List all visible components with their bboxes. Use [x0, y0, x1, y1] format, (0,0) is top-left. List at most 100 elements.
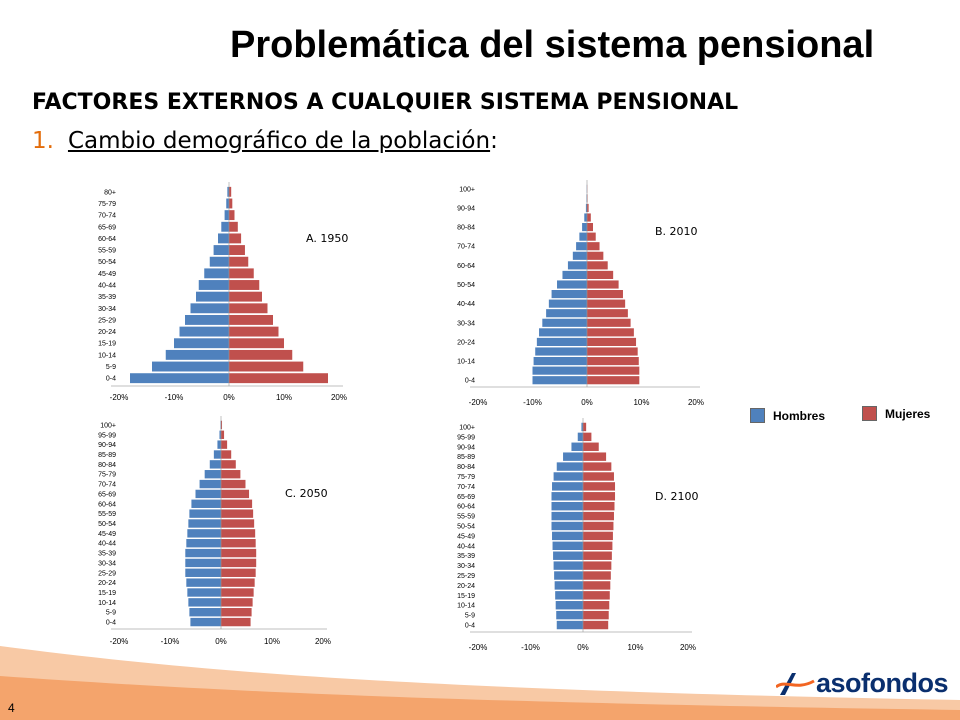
bar-men: [227, 186, 229, 197]
bar-women: [587, 337, 637, 346]
age-tick-label: 90-94: [457, 444, 475, 451]
age-tick-label: 40-44: [98, 541, 116, 548]
pyramid-chart: 0-4 5-9 10-14 15-19 20-24 25-29 30-34 35-39 40-4…: [457, 418, 698, 652]
bar-men: [556, 620, 583, 630]
age-tick-label: 20-24: [98, 329, 116, 336]
bar-women: [587, 357, 639, 366]
bar-women: [583, 521, 614, 531]
page-number: 4: [8, 701, 15, 715]
age-tick-label: 10-14: [98, 352, 116, 359]
list-number: 1.: [32, 128, 54, 154]
bar-men: [186, 539, 221, 548]
age-tick-label: 10-14: [98, 600, 116, 607]
age-tick-label: 65-69: [98, 491, 116, 498]
bar-men: [562, 270, 587, 279]
bar-women: [229, 210, 235, 221]
bar-men: [190, 617, 221, 627]
age-tick-label: 95-99: [457, 434, 475, 441]
x-tick-label: 10%: [276, 393, 292, 402]
x-tick-label: 20%: [331, 393, 347, 402]
bar-women: [583, 422, 587, 432]
age-tick-label: 50-54: [98, 259, 116, 266]
bar-women: [221, 608, 252, 617]
bar-women: [583, 472, 614, 481]
list-label: Cambio demográfico de la población: [67, 128, 491, 154]
age-tick-label: 0-4: [465, 623, 475, 630]
bar-men: [226, 198, 229, 209]
chart-label: C. 2050: [285, 487, 328, 500]
bar-women: [583, 442, 599, 451]
age-tick-label: 15-19: [457, 593, 475, 600]
bar-women: [221, 450, 232, 459]
bar-women: [587, 270, 614, 279]
bar-women: [587, 251, 604, 260]
age-tick-label: 90-94: [98, 442, 116, 449]
x-tick-label: -20%: [469, 643, 488, 652]
bar-men: [546, 309, 587, 318]
bar-men: [551, 290, 587, 299]
bar-women: [587, 376, 640, 385]
bar-women: [229, 221, 238, 232]
bar-men: [185, 548, 221, 558]
bar-women: [587, 280, 619, 289]
x-tick-label: -20%: [110, 393, 129, 402]
bar-men: [556, 462, 583, 471]
age-tick-label: 0-4: [106, 620, 116, 627]
x-tick-label: 20%: [315, 637, 331, 646]
bar-men: [209, 460, 221, 469]
asofondos-logo: asofondos: [776, 668, 949, 699]
age-tick-label: 80+: [104, 189, 116, 196]
bar-men: [551, 511, 583, 521]
bar-men: [584, 213, 587, 222]
bar-men: [585, 203, 587, 212]
bar-women: [587, 328, 634, 337]
bar-men: [185, 314, 229, 325]
bar-women: [221, 539, 256, 548]
list-item: 1. Cambio demográfico de la población:: [32, 128, 498, 154]
age-tick-label: 40-44: [457, 301, 475, 308]
age-tick-label: 20-24: [457, 339, 475, 346]
x-tick-label: -10%: [165, 393, 184, 402]
age-tick-label: 65-69: [98, 224, 116, 231]
x-tick-label: 10%: [264, 637, 280, 646]
x-tick-label: 0%: [577, 643, 589, 652]
bar-men: [152, 361, 229, 372]
x-tick-label: -10%: [523, 398, 542, 407]
age-tick-label: 80-84: [457, 464, 475, 471]
bar-men: [579, 232, 587, 241]
age-tick-label: 25-29: [98, 570, 116, 577]
age-tick-label: 45-49: [98, 531, 116, 538]
bar-men: [195, 489, 221, 499]
bar-women: [583, 492, 616, 501]
age-tick-label: 40-44: [98, 283, 116, 290]
age-tick-label: 50-54: [457, 282, 475, 289]
bar-women: [229, 314, 273, 325]
bar-men: [213, 245, 229, 256]
bar-men: [217, 440, 221, 449]
age-tick-label: 0-4: [465, 378, 475, 385]
bar-women: [583, 501, 615, 511]
age-tick-label: 30-34: [457, 563, 475, 570]
bar-men: [186, 578, 221, 587]
age-tick-label: 20-24: [98, 580, 116, 587]
age-tick-label: 30-34: [98, 306, 116, 313]
age-tick-label: 100+: [100, 422, 116, 429]
pyramid-chart: 0-4 5-9 10-14 15-19 20-24 25-29 30-34 35-39 40-4…: [98, 416, 331, 646]
bar-men: [535, 347, 587, 356]
bar-women: [229, 280, 260, 290]
bar-men: [554, 581, 583, 590]
bar-men: [218, 233, 229, 244]
bar-men: [567, 261, 587, 270]
bar-women: [221, 499, 253, 508]
x-tick-label: -10%: [521, 643, 540, 652]
x-tick-label: -10%: [161, 637, 180, 646]
x-tick-label: -20%: [469, 398, 488, 407]
bar-women: [587, 261, 608, 270]
age-tick-label: 55-59: [457, 514, 475, 521]
bar-women: [221, 479, 246, 489]
age-tick-label: 45-49: [457, 533, 475, 540]
age-tick-label: 35-39: [457, 553, 475, 560]
age-tick-label: 55-59: [98, 248, 116, 255]
bar-women: [221, 509, 254, 518]
bar-men: [185, 558, 221, 568]
